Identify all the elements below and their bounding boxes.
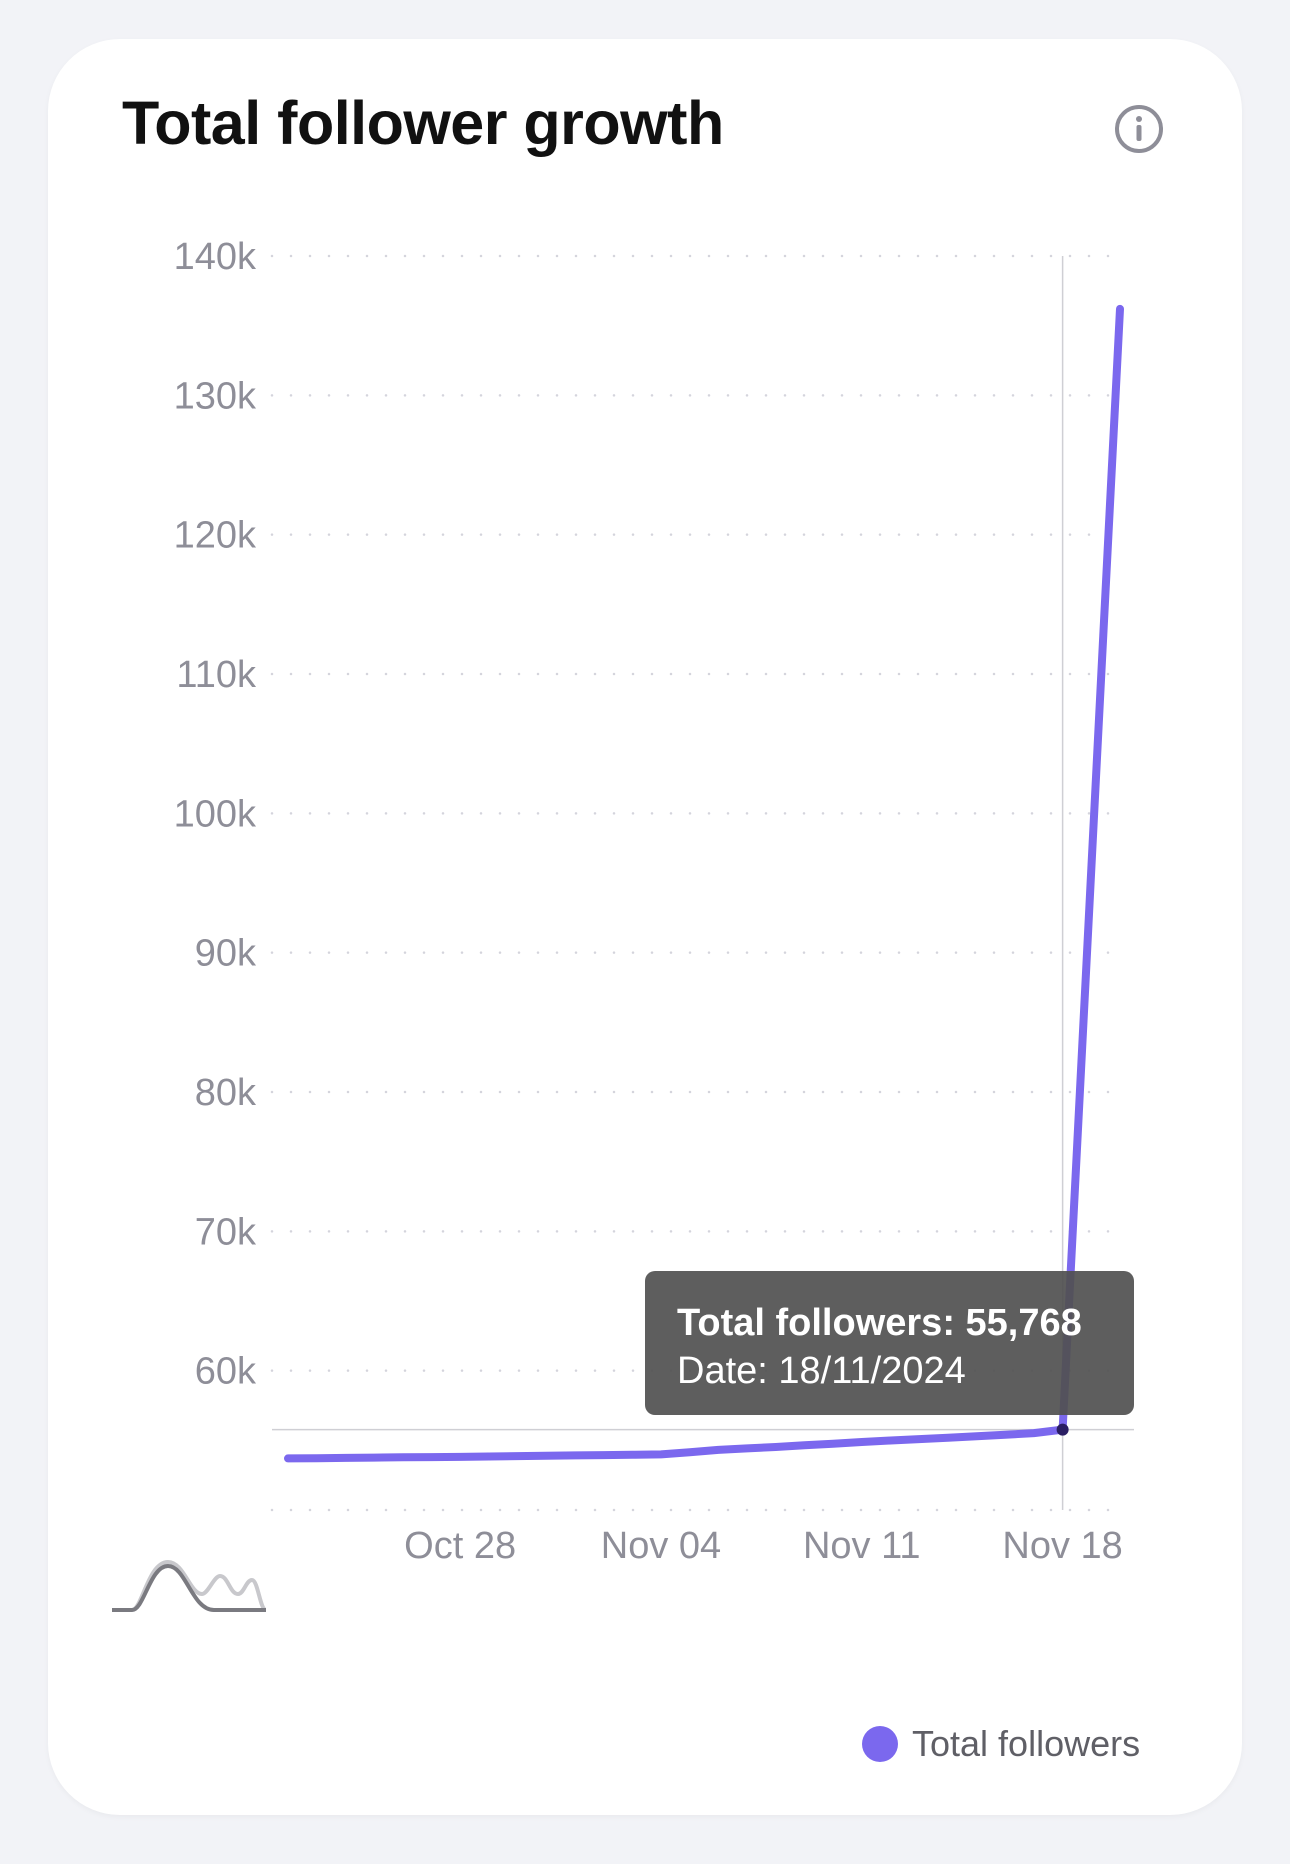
data-point [746, 1447, 748, 1449]
data-point [517, 1455, 519, 1457]
data-point [545, 1455, 547, 1457]
y-tick-label: 130k [174, 375, 257, 417]
data-point [631, 1454, 633, 1456]
data-point [660, 1453, 662, 1455]
data-point [430, 1456, 432, 1458]
hover-tooltip: Total followers: 55,768 Date: 18/11/2024 [645, 1271, 1134, 1415]
data-point [603, 1454, 605, 1456]
y-tick-label: 80k [195, 1072, 257, 1114]
tooltip-date: Date: 18/11/2024 [677, 1350, 966, 1392]
data-point [861, 1441, 863, 1443]
series-line-total-followers [284, 304, 1124, 1463]
data-point [287, 1457, 289, 1459]
data-point [344, 1457, 346, 1459]
data-point [976, 1435, 978, 1437]
legend-label: Total followers [912, 1723, 1141, 1764]
x-tick-label: Nov 04 [601, 1525, 721, 1567]
data-point [775, 1446, 777, 1448]
area-chart-icon[interactable] [110, 1560, 266, 1612]
x-tick-label: Nov 11 [803, 1525, 921, 1567]
y-tick-label: 90k [195, 933, 257, 975]
x-tick-label: Oct 28 [404, 1525, 516, 1567]
y-tick-label: 70k [195, 1211, 257, 1253]
data-point [1119, 308, 1121, 310]
data-point [316, 1457, 318, 1459]
data-point [889, 1439, 891, 1441]
y-tick-label: 110k [176, 654, 257, 696]
legend-item-total-followers[interactable]: Total followers [862, 1722, 1140, 1766]
legend-swatch [862, 1726, 898, 1762]
tooltip-value: Total followers: 55,768 [677, 1302, 1082, 1344]
hover-point [1056, 1423, 1069, 1436]
data-point [459, 1456, 461, 1458]
data-point [689, 1451, 691, 1453]
data-point [717, 1449, 719, 1451]
data-point [832, 1443, 834, 1445]
data-point [918, 1438, 920, 1440]
data-point [947, 1437, 949, 1439]
y-tick-label: 120k [174, 515, 257, 557]
data-point [1033, 1432, 1035, 1434]
chart-title: Total follower growth [122, 89, 724, 157]
data-point [373, 1457, 375, 1459]
x-tick-label: Nov 18 [1002, 1525, 1122, 1567]
y-tick-label: 100k [174, 793, 257, 835]
y-tick-label: 60k [195, 1351, 257, 1393]
data-point [488, 1455, 490, 1457]
chart-card [48, 39, 1242, 1815]
data-point [1090, 868, 1092, 870]
info-icon[interactable] [1114, 104, 1164, 154]
data-point [402, 1456, 404, 1458]
data-point [1004, 1434, 1006, 1436]
data-point [574, 1454, 576, 1456]
data-point [803, 1444, 805, 1446]
y-tick-label: 140k [174, 236, 257, 278]
